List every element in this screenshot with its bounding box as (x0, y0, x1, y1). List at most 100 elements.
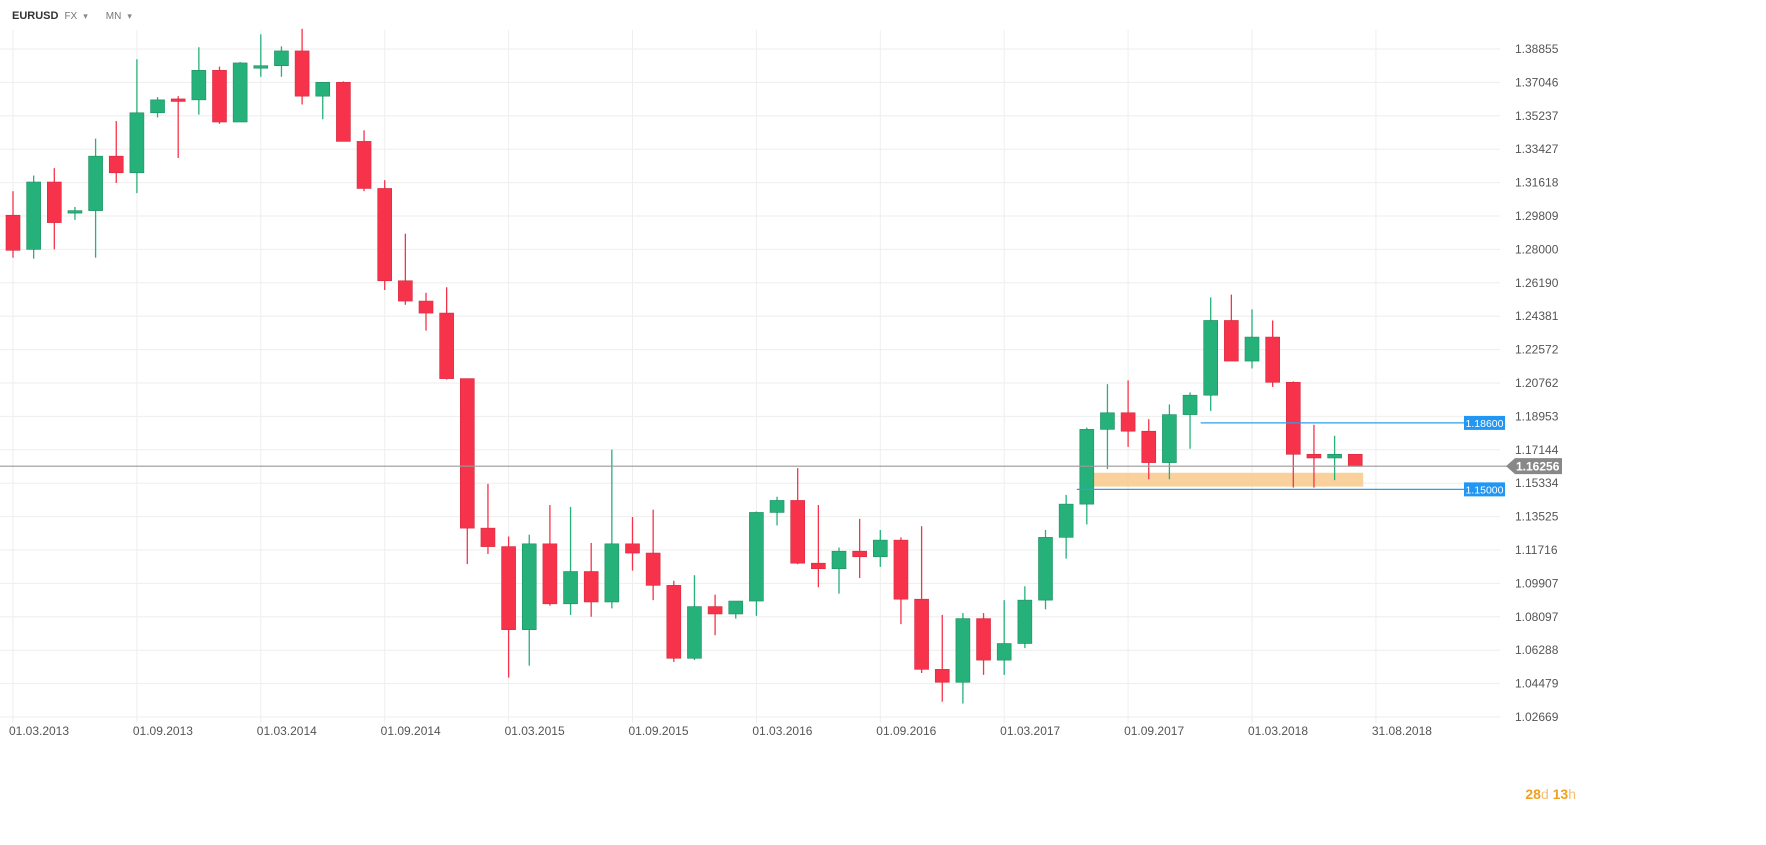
candle-body (976, 618, 991, 661)
candle-body (253, 65, 269, 69)
interval-label[interactable]: MN (105, 10, 122, 22)
candle-body (459, 378, 475, 529)
level-lines[interactable]: 1.18600 1.15000 (0, 415, 1508, 497)
candle (315, 82, 331, 120)
y-tick-label: 1.11716 (1515, 543, 1558, 557)
x-tick-label: 01.03.2014 (257, 724, 317, 738)
candle (1224, 294, 1239, 362)
chart-toolbar: EURUSD FX ▾ MN ▾ (12, 10, 144, 22)
candle-body (439, 312, 454, 379)
candle-body (1141, 430, 1157, 463)
candle-body (893, 539, 909, 600)
y-tick-label: 1.02669 (1515, 710, 1559, 724)
x-tick-label: 01.09.2014 (381, 724, 441, 738)
y-tick-label: 1.13525 (1515, 510, 1559, 524)
x-tick-label: 01.09.2017 (1124, 724, 1184, 738)
candle (191, 47, 207, 115)
level-label-bg (1464, 415, 1505, 430)
candle (501, 536, 516, 678)
candle (728, 600, 744, 619)
candle (583, 542, 599, 617)
candle (1265, 320, 1280, 387)
y-tick-label: 1.08097 (1515, 610, 1559, 624)
candle (5, 191, 21, 258)
candle (170, 96, 186, 159)
y-tick-label: 1.37046 (1515, 75, 1559, 89)
candle (274, 46, 289, 77)
candle (749, 511, 764, 616)
candle (1141, 419, 1157, 480)
candle-countdown: 28d 13h (1525, 786, 1576, 802)
y-tick-label: 1.22572 (1515, 343, 1559, 357)
candle (150, 97, 165, 118)
candle-body (1162, 414, 1177, 463)
candle (67, 206, 83, 220)
interval-chevron-down-icon[interactable]: ▾ (127, 10, 132, 21)
level-label: 1.15000 (1466, 484, 1504, 496)
price-zone (1082, 472, 1364, 487)
candle (893, 537, 909, 625)
candle (1203, 297, 1218, 411)
candle (398, 233, 413, 305)
market-chevron-down-icon[interactable]: ▾ (83, 10, 88, 21)
candle-body (150, 99, 165, 114)
countdown-hours-unit: h (1568, 786, 1576, 802)
candle-body (315, 82, 331, 97)
candle (542, 505, 558, 606)
candle (1244, 309, 1260, 369)
candle-body (790, 500, 806, 564)
candle-body (831, 550, 847, 570)
candle (1347, 453, 1363, 467)
candle-body (1224, 320, 1239, 362)
candle (1327, 435, 1342, 481)
candle (976, 613, 991, 675)
y-tick-label: 1.06288 (1515, 643, 1559, 657)
candles (5, 28, 1363, 704)
candle-body (274, 50, 289, 67)
candle-body (67, 210, 83, 214)
candle-body (46, 181, 62, 223)
y-tick-label: 1.38855 (1515, 42, 1559, 56)
candle-body (583, 571, 599, 603)
candle (1058, 494, 1074, 559)
candle (1182, 392, 1198, 449)
candle-body (377, 188, 393, 282)
market-label: FX (64, 10, 78, 22)
candle-body (1327, 453, 1342, 459)
candle (1162, 404, 1177, 480)
candle-body (687, 606, 702, 659)
candle (212, 66, 227, 124)
candle-body (1038, 537, 1053, 601)
candle-body (418, 300, 434, 314)
candle (914, 526, 929, 674)
candle-body (1203, 320, 1218, 396)
current-price-label: 1.16256 (1516, 460, 1560, 474)
symbol-label[interactable]: EURUSD (12, 10, 59, 22)
candle-body (604, 543, 620, 603)
candle-body (872, 539, 888, 558)
candle (356, 130, 372, 192)
candle (687, 575, 702, 661)
candle (1306, 424, 1322, 488)
y-tick-label: 1.35237 (1515, 109, 1559, 123)
candle (707, 594, 723, 636)
candle-body (1120, 412, 1136, 432)
x-tick-label: 01.09.2015 (628, 724, 688, 738)
candle-body (996, 643, 1012, 661)
candle (852, 518, 867, 578)
candle (294, 28, 310, 105)
y-tick-label: 1.31618 (1515, 176, 1559, 190)
candle (253, 34, 269, 77)
candle-body (1265, 336, 1280, 383)
candle (232, 62, 248, 123)
y-tick-label: 1.28000 (1515, 242, 1559, 256)
candle-body (356, 141, 372, 189)
candle-body (1058, 503, 1074, 538)
x-tick-label: 31.08.2018 (1372, 724, 1432, 738)
candle (955, 613, 971, 704)
candle-body (707, 606, 723, 615)
y-tick-label: 1.24381 (1515, 309, 1559, 323)
x-axis: 01.03.2013 01.09.2013 01.03.2014 01.09.2014… (9, 724, 1432, 738)
